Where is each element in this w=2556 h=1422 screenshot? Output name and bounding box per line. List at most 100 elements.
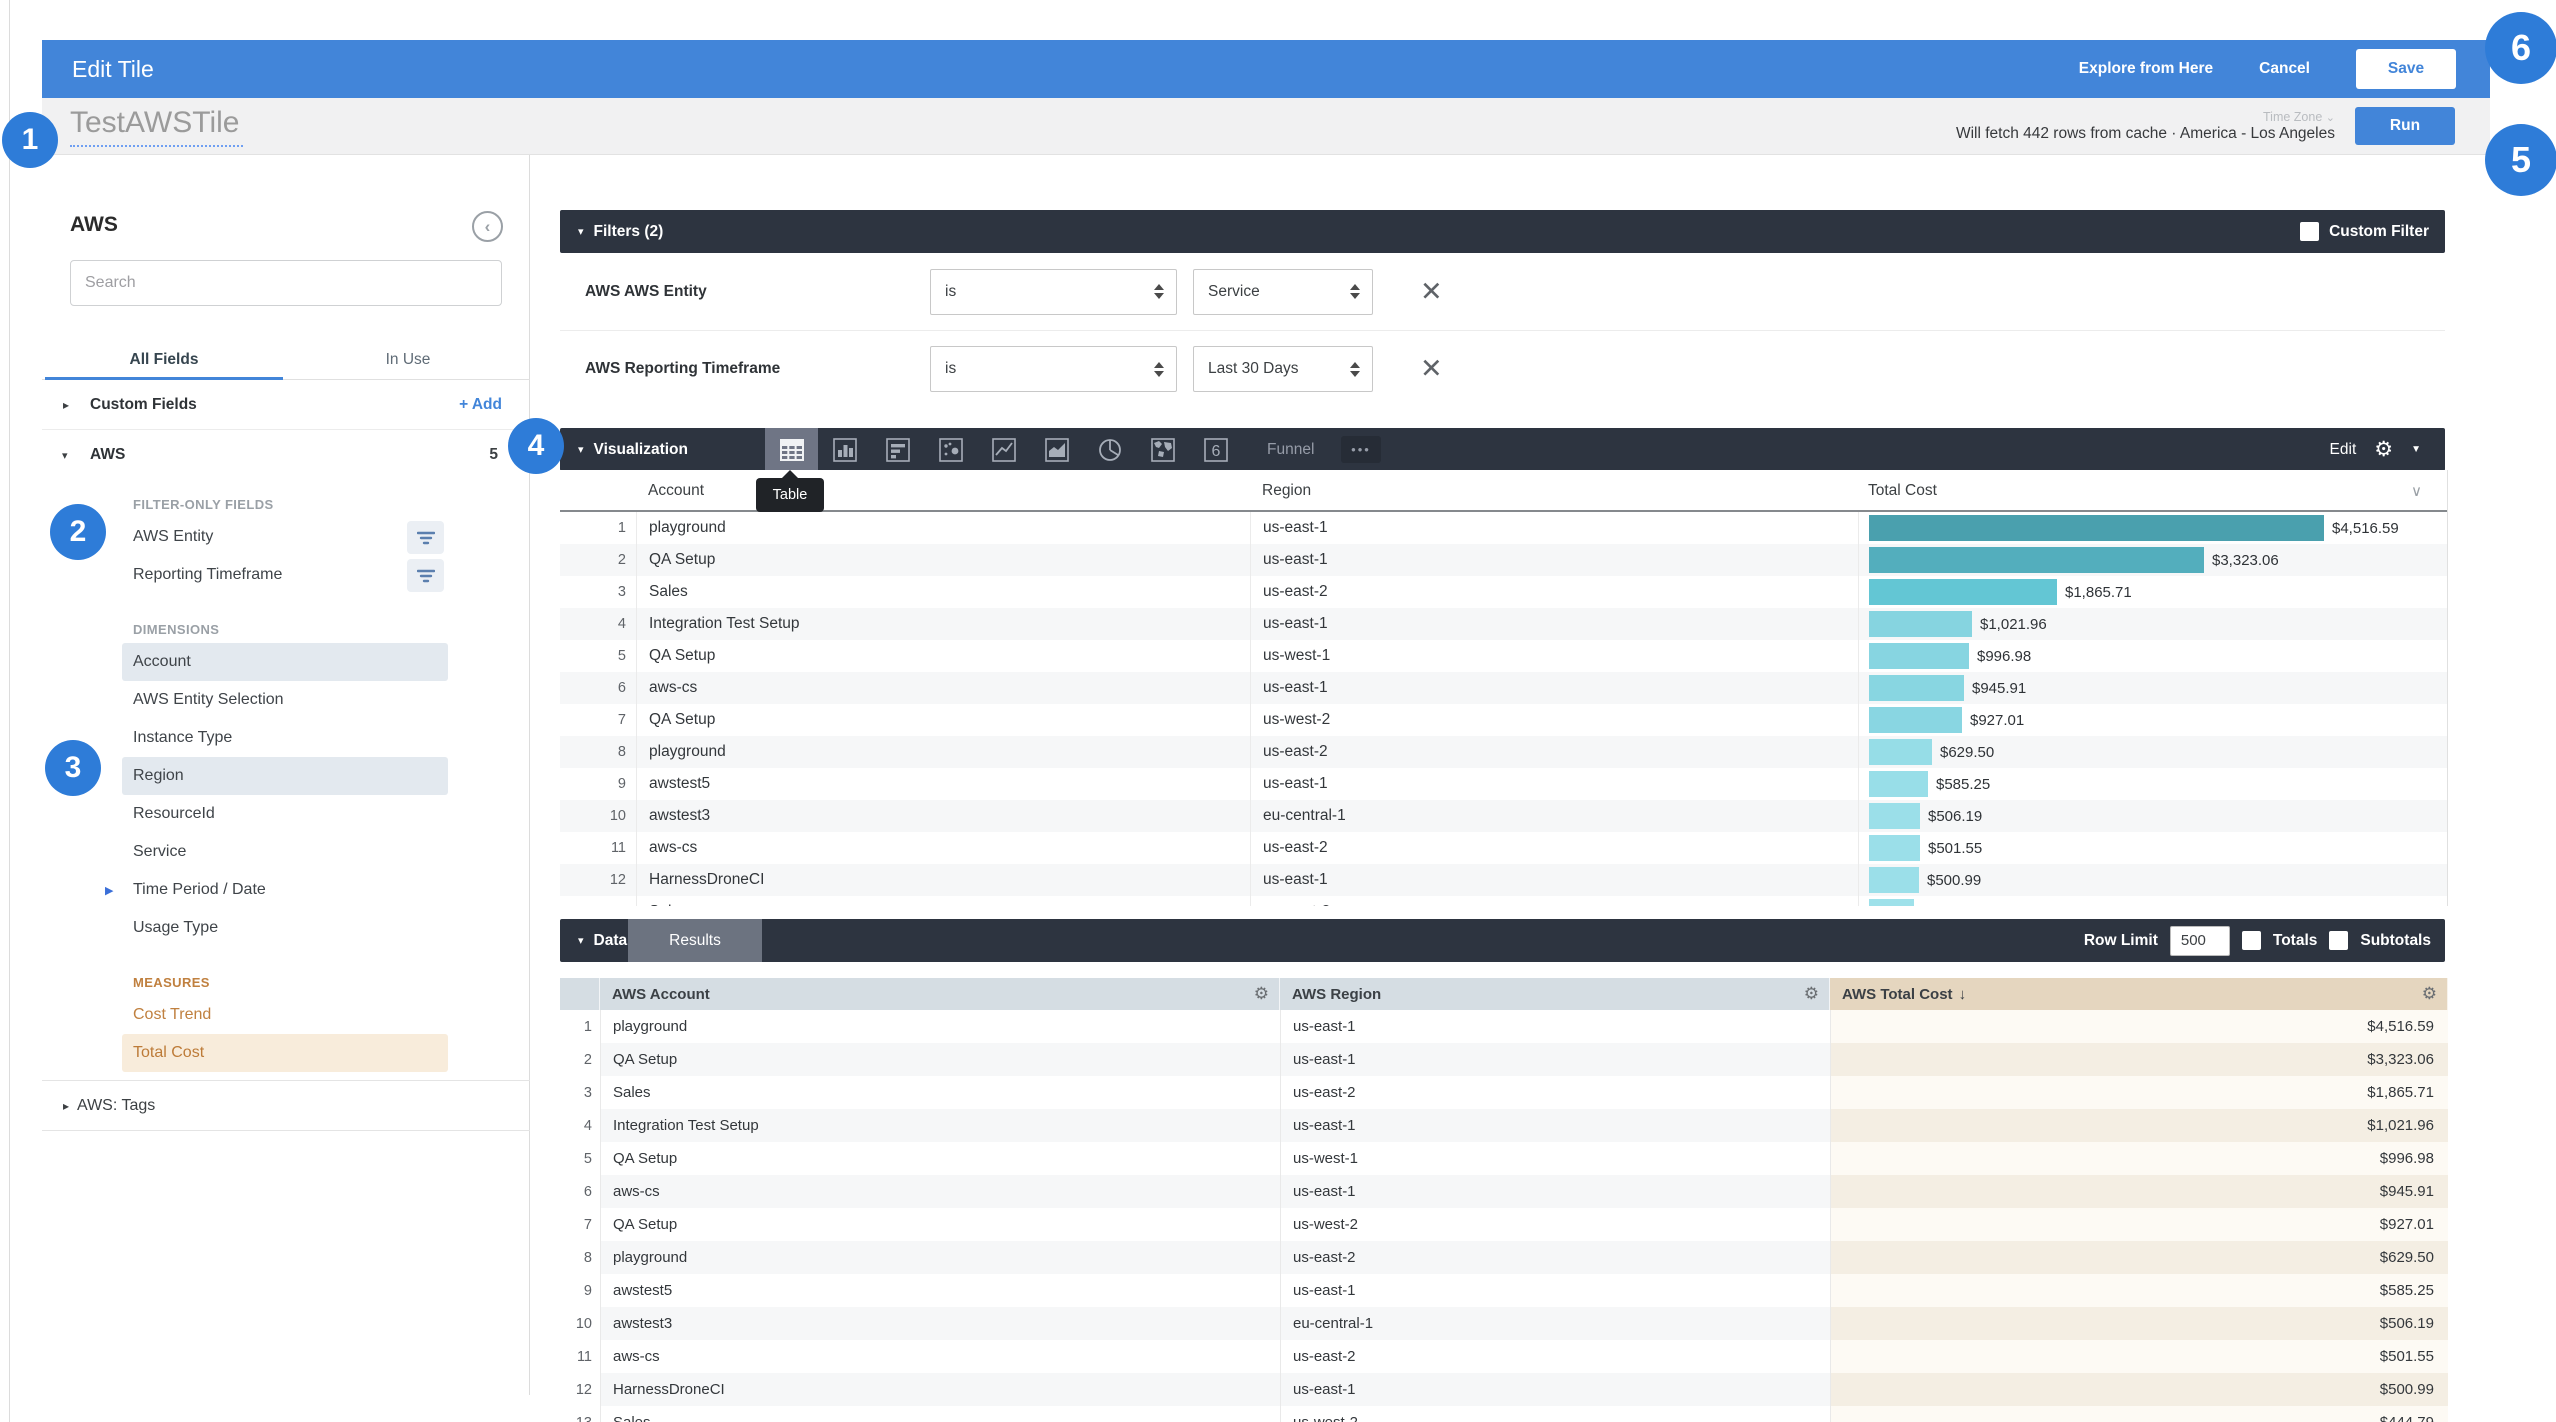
collapse-caret-icon[interactable]: ▾ <box>578 226 584 238</box>
data-col-aws-total-cost[interactable]: AWS Total Cost ↓ ⚙ <box>1830 978 2448 1010</box>
viz-table-row[interactable]: 3 Sales us-east-2 $1,865.71 <box>560 576 2447 608</box>
data-table-row[interactable]: 13 Sales us-west-2 $444.79 <box>560 1406 2448 1422</box>
data-table-row[interactable]: 4 Integration Test Setup us-east-1 $1,02… <box>560 1109 2448 1142</box>
viz-col-total-cost[interactable]: Total Cost ∨ <box>1868 482 2422 500</box>
remove-filter-icon[interactable]: ✕ <box>1420 353 1443 384</box>
dimension-field[interactable]: ▶ AWS Entity Selection <box>133 691 284 708</box>
add-custom-field-button[interactable]: + Add <box>459 395 502 413</box>
dimension-field[interactable]: ▶ Instance Type <box>133 729 233 746</box>
data-table-row[interactable]: 5 QA Setup us-west-1 $996.98 <box>560 1142 2448 1175</box>
line-chart-icon[interactable] <box>977 428 1030 471</box>
collapse-caret-icon[interactable]: ▾ <box>578 935 584 947</box>
dimension-field[interactable]: ▶ Service <box>133 843 187 860</box>
aws-group-row[interactable]: ▾ AWS 5 <box>62 446 498 463</box>
data-section-header[interactable]: ▾ Data Results Row Limit Totals Subtotal… <box>560 919 2445 962</box>
expand-arrow-icon[interactable]: ▸ <box>63 397 70 412</box>
sort-desc-icon[interactable]: ↓ <box>1958 985 1967 1003</box>
visualization-section-header[interactable]: ▾ Visualization <box>560 428 2445 471</box>
tab-in-use[interactable]: In Use <box>385 350 431 368</box>
tile-name-input[interactable]: TestAWSTile <box>70 106 244 147</box>
viz-table-row[interactable]: 1 playground us-east-1 $4,516.59 <box>560 512 2447 544</box>
viz-table-row[interactable]: 8 playground us-east-2 $629.50 <box>560 736 2447 768</box>
run-button[interactable]: Run <box>2355 107 2455 145</box>
measure-field[interactable]: Total Cost <box>122 1034 448 1072</box>
custom-fields-row[interactable]: ▸ Custom Fields + Add <box>42 380 530 430</box>
field-item[interactable]: Reporting Timeframe <box>122 556 448 594</box>
data-table-row[interactable]: 3 Sales us-east-2 $1,865.71 <box>560 1076 2448 1109</box>
filter-value-select[interactable]: Service <box>1193 268 1373 315</box>
data-col-aws-account[interactable]: AWS Account ⚙ <box>600 978 1280 1010</box>
column-chart-icon[interactable] <box>818 428 871 471</box>
dimension-field[interactable]: ▶ Time Period / Date <box>105 881 266 898</box>
viz-table-row[interactable]: 11 aws-cs us-east-2 $501.55 <box>560 832 2447 864</box>
viz-table-row[interactable]: 10 awstest3 eu-central-1 $506.19 <box>560 800 2447 832</box>
viz-table-row[interactable]: 6 aws-cs us-east-1 $945.91 <box>560 672 2447 704</box>
filter-operator-select[interactable]: is <box>930 268 1177 315</box>
dimension-field[interactable]: ▶ Region <box>122 757 448 795</box>
pie-chart-icon[interactable] <box>1083 428 1136 471</box>
viz-col-account[interactable]: Account <box>648 482 705 499</box>
dimension-field[interactable]: ▶ ResourceId <box>133 805 215 822</box>
viz-table-row[interactable]: 7 QA Setup us-west-2 $927.01 <box>560 704 2447 736</box>
single-value-icon[interactable]: 6 <box>1189 428 1242 471</box>
expand-arrow-icon[interactable]: ▶ <box>105 884 114 897</box>
explore-from-here-link[interactable]: Explore from Here <box>2078 60 2214 77</box>
viz-table-row[interactable]: 9 awstest5 us-east-1 $585.25 <box>560 768 2447 800</box>
timezone-dropdown[interactable]: Time Zone ⌄ <box>2263 109 2335 124</box>
gear-icon[interactable]: ⚙ <box>2374 438 2394 461</box>
field-item[interactable]: AWS Entity <box>122 518 448 556</box>
data-table-row[interactable]: 1 playground us-east-1 $4,516.59 <box>560 1010 2448 1043</box>
data-table-row[interactable]: 10 awstest3 eu-central-1 $506.19 <box>560 1307 2448 1340</box>
viz-table-row[interactable]: 5 QA Setup us-west-1 $996.98 <box>560 640 2447 672</box>
tab-all-fields[interactable]: All Fields <box>42 340 286 380</box>
filter-value-select[interactable]: Last 30 Days <box>1193 346 1373 392</box>
gear-icon[interactable]: ⚙ <box>1253 984 1269 1003</box>
table-icon[interactable] <box>765 428 818 471</box>
collapse-sidebar-icon[interactable]: ‹ <box>472 211 503 242</box>
data-table-row[interactable]: 11 aws-cs us-east-2 $501.55 <box>560 1340 2448 1373</box>
row-limit-input[interactable] <box>2169 925 2230 956</box>
chevron-down-icon[interactable]: ∨ <box>2411 483 2422 500</box>
area-chart-icon[interactable] <box>1030 428 1083 471</box>
funnel-viz-label[interactable]: Funnel <box>1267 440 1315 458</box>
aws-tags-group-row[interactable]: ▸ AWS: Tags <box>42 1080 530 1131</box>
dimension-field[interactable]: ▶ Usage Type <box>133 919 219 936</box>
filter-operator-select[interactable]: is <box>930 346 1177 392</box>
bar-chart-icon[interactable] <box>871 428 924 471</box>
viz-table-row[interactable]: 13 Sales us-west-2 $444.79 <box>560 896 2447 906</box>
data-table-row[interactable]: 6 aws-cs us-east-1 $945.91 <box>560 1175 2448 1208</box>
collapse-arrow-icon[interactable]: ▾ <box>62 449 68 462</box>
gear-icon[interactable]: ⚙ <box>2421 984 2437 1003</box>
cancel-button[interactable]: Cancel <box>2259 60 2310 77</box>
data-table-row[interactable]: 9 awstest5 us-east-1 $585.25 <box>560 1274 2448 1307</box>
data-table-row[interactable]: 7 QA Setup us-west-2 $927.01 <box>560 1208 2448 1241</box>
more-viz-types-button[interactable]: ••• <box>1341 436 1381 463</box>
collapse-caret-icon[interactable]: ▾ <box>578 444 584 456</box>
totals-checkbox[interactable] <box>2241 931 2261 950</box>
viz-table-row[interactable]: 12 HarnessDroneCI us-east-1 $500.99 <box>560 864 2447 896</box>
scatter-plot-icon[interactable] <box>924 428 977 471</box>
custom-filter-checkbox[interactable] <box>2300 222 2320 241</box>
expand-arrow-icon[interactable]: ▸ <box>63 1098 70 1113</box>
data-col-aws-region[interactable]: AWS Region ⚙ <box>1280 978 1830 1010</box>
edit-viz-button[interactable]: Edit <box>2329 440 2357 458</box>
viz-col-region[interactable]: Region <box>1262 482 1312 499</box>
gear-icon[interactable]: ⚙ <box>1803 984 1819 1003</box>
remove-filter-icon[interactable]: ✕ <box>1420 276 1443 306</box>
caret-down-icon[interactable]: ▼ <box>2411 444 2421 455</box>
subtotals-checkbox[interactable] <box>2329 931 2349 950</box>
map-icon[interactable] <box>1136 428 1189 471</box>
search-input[interactable] <box>70 260 502 306</box>
measure-field[interactable]: Cost Trend <box>133 1006 212 1023</box>
dimension-field[interactable]: ▶ Account <box>122 643 448 681</box>
data-table-row[interactable]: 12 HarnessDroneCI us-east-1 $500.99 <box>560 1373 2448 1406</box>
filter-icon[interactable] <box>407 521 444 554</box>
filters-section-header[interactable]: ▾ Filters (2) Custom Filter <box>560 210 2445 253</box>
save-button[interactable]: Save <box>2356 49 2456 89</box>
filter-icon[interactable] <box>407 559 444 592</box>
tab-results[interactable]: Results <box>628 919 762 962</box>
data-table-row[interactable]: 2 QA Setup us-east-1 $3,323.06 <box>560 1043 2448 1076</box>
viz-table-row[interactable]: 4 Integration Test Setup us-east-1 $1,02… <box>560 608 2447 640</box>
viz-table-row[interactable]: 2 QA Setup us-east-1 $3,323.06 <box>560 544 2447 576</box>
data-table-row[interactable]: 8 playground us-east-2 $629.50 <box>560 1241 2448 1274</box>
